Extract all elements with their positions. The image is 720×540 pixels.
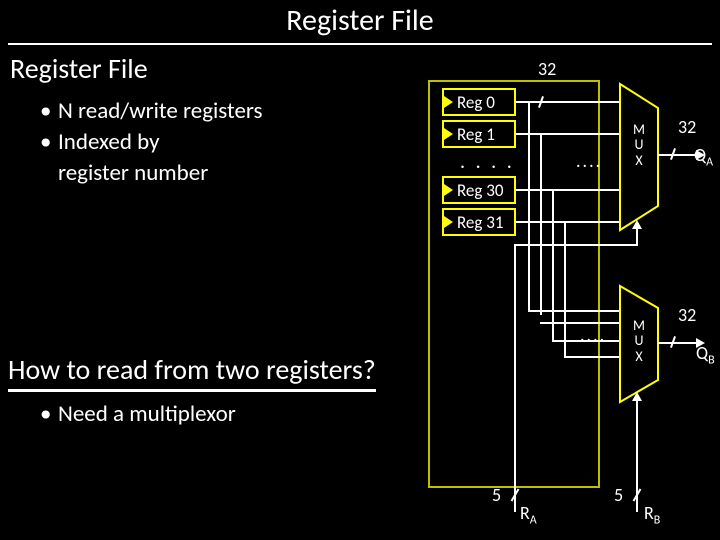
wire xyxy=(514,244,516,488)
select-a: RA xyxy=(520,502,537,528)
wire xyxy=(528,101,530,311)
select-b-width: 5 xyxy=(614,484,623,506)
clock-wedge-icon xyxy=(444,96,453,108)
wire xyxy=(564,221,566,357)
mux-label-line: U xyxy=(623,333,655,348)
output-b-width: 32 xyxy=(678,304,696,326)
wire xyxy=(636,228,638,246)
register-label: Reg 30 xyxy=(457,180,503,201)
register-file-diagram: 32 Reg 0 Reg 1 . . . . Reg 30 Reg 31 M U… xyxy=(420,64,720,524)
register: Reg 30 xyxy=(442,176,516,204)
register: Reg 0 xyxy=(442,88,516,116)
register: Reg 31 xyxy=(442,208,516,236)
bullet-item: •Need a multiplexor xyxy=(40,400,236,428)
wire xyxy=(516,221,620,223)
output-a: QA xyxy=(694,144,713,170)
bullet-text: register number xyxy=(58,158,208,189)
mux-input-ellipsis: .... xyxy=(576,150,602,172)
question-heading: How to read from two registers? xyxy=(8,352,376,392)
clock-wedge-icon xyxy=(444,128,453,140)
mux-label-line: U xyxy=(623,137,655,152)
wire xyxy=(516,133,620,135)
bus-width-top: 32 xyxy=(538,58,556,80)
register-label: Reg 31 xyxy=(457,212,503,233)
wire xyxy=(514,244,636,246)
bullet-text: N read/write registers xyxy=(58,96,263,127)
mux-label: M U X xyxy=(623,122,655,168)
clock-wedge-icon xyxy=(444,184,453,196)
mux-input-ellipsis: .... xyxy=(580,324,606,346)
sub-bullet-list: •Need a multiplexor xyxy=(40,400,236,428)
wire xyxy=(516,101,620,103)
slide-title: Register File xyxy=(0,0,720,39)
wire xyxy=(658,342,698,344)
select-a-width: 5 xyxy=(492,484,501,506)
wire xyxy=(564,356,620,358)
mux-label-line: X xyxy=(623,349,655,364)
register: Reg 1 xyxy=(442,120,516,148)
register-ellipsis: . . . . xyxy=(460,150,515,174)
wire xyxy=(516,189,620,191)
mux-label-line: M xyxy=(623,122,655,137)
register-label: Reg 0 xyxy=(457,92,495,113)
bullet-text: Need a multiplexor xyxy=(58,400,236,428)
mux-label-line: M xyxy=(623,318,655,333)
output-a-width: 32 xyxy=(678,116,696,138)
wire xyxy=(552,189,554,341)
wire xyxy=(540,133,542,315)
wire xyxy=(658,154,698,156)
arrowhead-icon xyxy=(632,392,642,401)
select-b: RB xyxy=(644,502,660,528)
bullet-text: Indexed by xyxy=(58,127,160,158)
mux-label-line: X xyxy=(623,153,655,168)
arrowhead-icon xyxy=(632,220,642,229)
wire xyxy=(528,310,620,312)
mux-label: M U X xyxy=(623,318,655,364)
clock-wedge-icon xyxy=(444,216,453,228)
register-label: Reg 1 xyxy=(457,124,495,145)
output-b: QB xyxy=(696,342,715,368)
